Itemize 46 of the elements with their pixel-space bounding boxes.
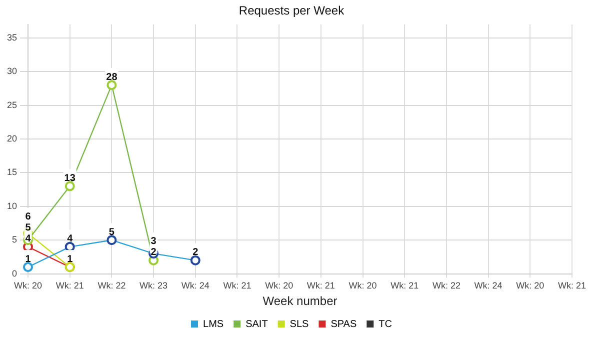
data-label: 4	[67, 234, 74, 245]
y-tick-label: 35	[6, 32, 18, 42]
y-tick-label: 15	[6, 167, 18, 178]
x-tick-label: Wk: 20	[265, 280, 294, 291]
data-label: 28	[106, 72, 118, 83]
x-tick-label: Wk: 21	[223, 280, 252, 291]
legend-label: TC	[378, 318, 392, 330]
point	[106, 235, 117, 246]
data-label: 1	[67, 254, 74, 265]
point	[64, 242, 75, 252]
point	[64, 181, 75, 192]
x-tick-label: Wk: 20	[14, 280, 42, 291]
legend-label: SLS	[290, 318, 310, 330]
x-tick-label: Wk: 20	[516, 280, 544, 291]
data-label: 6	[25, 212, 32, 223]
x-tick-label: Wk: 21	[390, 280, 419, 291]
x-tick-label: Wk: 24	[181, 280, 210, 291]
y-tick-label: 25	[6, 100, 18, 110]
y-tick-label: 30	[6, 66, 18, 76]
data-label: 2	[150, 247, 157, 258]
x-tick-label: Wk: 21	[306, 280, 335, 291]
x-axis-title: Week number	[262, 294, 338, 308]
data-label: 1	[25, 254, 32, 265]
data-label: 5	[108, 226, 115, 238]
point	[106, 80, 117, 90]
x-tick-label: Wk: 22	[432, 280, 460, 291]
legend-label: SAIT	[246, 318, 268, 330]
x-tick-label: Wk: 22	[98, 280, 126, 291]
legend-label: SPAS	[330, 318, 357, 330]
point	[23, 262, 34, 272]
y-tick-label: 10	[6, 200, 18, 211]
data-label: 3	[150, 236, 157, 248]
x-tick-label: Wk: 23	[140, 280, 168, 291]
data-label: 4	[25, 234, 32, 245]
y-tick-label: 5	[12, 234, 18, 245]
x-tick-label: Wk: 20	[348, 280, 377, 291]
y-tick-label: 0	[12, 268, 18, 278]
x-tick-label: Wk: 21	[558, 280, 586, 291]
x-tick-label: Wk: 24	[474, 280, 502, 291]
x-tick-label: Wk: 21	[56, 280, 84, 291]
data-label: 2	[192, 247, 199, 258]
chart-title: Requests per Week	[238, 4, 346, 18]
y-tick-label: 20	[6, 133, 18, 144]
legend-label: LMS	[203, 318, 224, 330]
point	[190, 255, 200, 266]
data-label: 13	[64, 172, 76, 184]
